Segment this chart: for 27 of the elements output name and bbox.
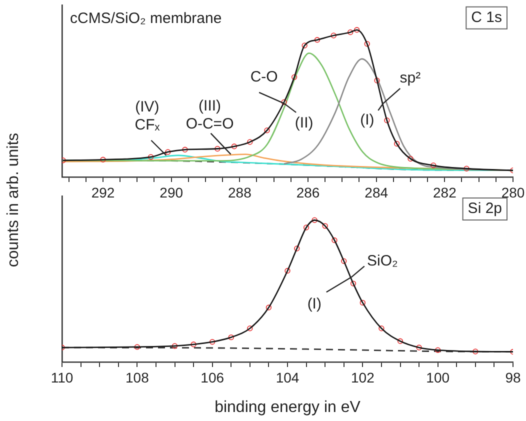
annotation: (I) (307, 295, 322, 312)
x-tick-label: 290 (160, 184, 184, 200)
annotation: sp² (400, 70, 421, 87)
x-tick-label: 284 (364, 184, 388, 200)
annotation: SiO₂ (366, 252, 398, 270)
x-tick-label: 106 (200, 369, 224, 386)
x-tick-label: 280 (501, 184, 525, 200)
annotation: (II) (294, 114, 314, 132)
annotation: C-O (250, 68, 278, 86)
x-tick-label: 288 (228, 184, 252, 200)
x-tick-label: 102 (350, 369, 375, 386)
text: C 1s (471, 9, 502, 26)
x-axis-title: binding energy in eV (214, 398, 361, 416)
y-axis-title: counts in arb. units (5, 132, 23, 268)
x-tick-label: 104 (276, 369, 300, 386)
x-tick-label: 98 (505, 369, 521, 386)
text: cCMS/SiO₂ membrane (70, 10, 222, 28)
text: Si 2p (468, 200, 502, 218)
x-tick-label: 292 (91, 184, 115, 200)
annotation: (I) (360, 112, 374, 129)
annotation: (IV) CFₓ (134, 98, 160, 134)
x-tick-label: 282 (432, 184, 457, 200)
x-tick-label: 108 (125, 369, 150, 386)
x-tick-label: 100 (426, 369, 450, 386)
x-tick-label: 110 (50, 369, 74, 386)
annotation: (III) O-C=O (186, 97, 234, 132)
x-tick-label: 286 (296, 184, 320, 200)
